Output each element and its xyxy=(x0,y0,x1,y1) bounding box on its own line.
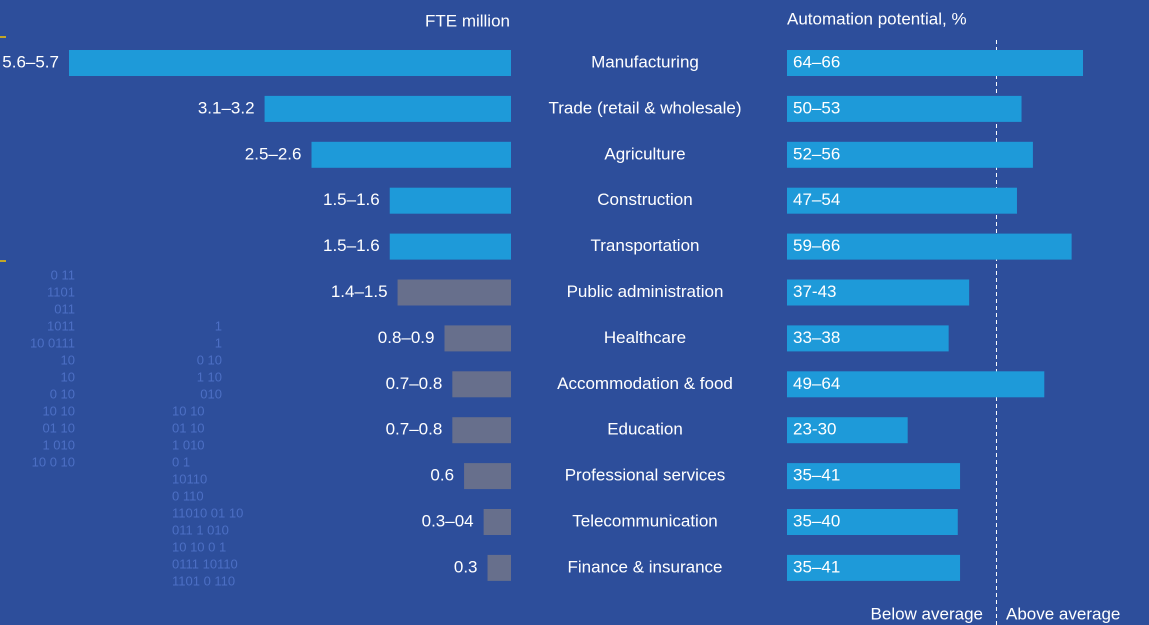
decoration: 1 xyxy=(215,318,222,333)
bar xyxy=(787,233,1072,260)
decoration: 1011 xyxy=(47,318,75,333)
bar xyxy=(444,325,511,352)
decoration: 01 10 xyxy=(172,420,205,435)
decoration: 10 10 xyxy=(172,403,205,418)
decoration: 010 xyxy=(200,386,222,401)
bar xyxy=(787,371,1045,398)
decoration: 0 1 xyxy=(172,454,190,469)
value-label: 35–41 xyxy=(793,466,840,485)
value-label: 0.3 xyxy=(454,557,478,576)
value-label: 3.1–3.2 xyxy=(198,98,255,117)
decoration: 1 010 xyxy=(42,437,75,452)
decoration: 0 10 xyxy=(50,386,75,401)
bar xyxy=(787,554,961,581)
decoration: 10 0111 xyxy=(30,335,75,350)
category-label: Accommodation & food xyxy=(557,374,733,393)
value-label: 0.3–04 xyxy=(422,511,474,530)
category-label: Agriculture xyxy=(604,144,685,163)
value-label: 0.6 xyxy=(430,466,454,485)
category-label: Manufacturing xyxy=(591,52,699,71)
value-label: 64–66 xyxy=(793,52,840,71)
decoration: 11010 01 10 xyxy=(172,505,243,520)
bar xyxy=(389,233,511,260)
value-label: 1.5–1.6 xyxy=(323,190,380,209)
value-label: 0.8–0.9 xyxy=(378,328,435,347)
value-label: 1.5–1.6 xyxy=(323,236,380,255)
bar xyxy=(787,417,908,444)
decoration: 0 110 xyxy=(172,488,204,503)
decoration: 1101 0 110 xyxy=(172,573,235,588)
category-label: Transportation xyxy=(591,236,700,255)
decoration: 10 0 10 xyxy=(32,454,75,469)
value-label: 47–54 xyxy=(793,190,840,209)
bar xyxy=(787,325,949,352)
decoration: 0 10 xyxy=(197,352,222,367)
value-label: 59–66 xyxy=(793,236,840,255)
decoration: 10 10 0 1 xyxy=(172,539,226,554)
decoration: 01 10 xyxy=(42,420,75,435)
decoration: 011 1 010 xyxy=(172,522,229,537)
bar xyxy=(397,279,511,306)
bar xyxy=(787,141,1033,168)
value-label: 49–64 xyxy=(793,374,840,393)
bar xyxy=(69,50,511,76)
category-label: Professional services xyxy=(565,466,726,485)
value-label: 5.6–5.7 xyxy=(2,52,59,71)
category-label: Education xyxy=(607,420,683,439)
category-label: Public administration xyxy=(567,282,724,301)
decoration: 1 xyxy=(215,335,222,350)
value-label: 37-43 xyxy=(793,282,836,301)
value-label: 0.7–0.8 xyxy=(386,374,443,393)
decoration: 1 010 xyxy=(172,437,205,452)
decoration: 011 xyxy=(54,301,75,316)
bar xyxy=(452,371,511,398)
panel-title: FTE million xyxy=(425,11,510,30)
bar xyxy=(787,463,961,490)
bar xyxy=(787,95,1022,122)
value-label: 33–38 xyxy=(793,328,840,347)
decoration: 10 xyxy=(61,352,75,367)
decoration: 0 11 xyxy=(51,267,75,282)
bar xyxy=(264,95,511,122)
category-label: Telecommunication xyxy=(572,511,718,530)
bar xyxy=(787,50,1083,76)
value-label: 2.5–2.6 xyxy=(245,144,302,163)
value-label: 0.7–0.8 xyxy=(386,420,443,439)
annotation: Below average xyxy=(871,604,983,623)
decoration: 10110 xyxy=(172,471,207,486)
category-label: Construction xyxy=(597,190,692,209)
value-label: 50–53 xyxy=(793,98,840,117)
category-label: Trade (retail & wholesale) xyxy=(548,98,741,117)
bar xyxy=(483,509,511,535)
bar xyxy=(787,187,1017,214)
value-label: 52–56 xyxy=(793,144,840,163)
bar xyxy=(311,141,511,168)
value-label: 35–41 xyxy=(793,557,840,576)
panel-title: Automation potential, % xyxy=(787,9,967,28)
decoration: 10 xyxy=(61,369,75,384)
decoration: 1101 xyxy=(47,284,75,299)
decoration: 10 10 xyxy=(42,403,75,418)
category-label: Healthcare xyxy=(604,328,686,347)
decoration: 1 10 xyxy=(197,369,222,384)
annotation: Above average xyxy=(1006,604,1120,623)
bar xyxy=(389,187,511,214)
bar xyxy=(452,417,511,444)
category-label: Finance & insurance xyxy=(568,557,723,576)
bar xyxy=(787,509,958,535)
bar xyxy=(487,554,511,581)
bar xyxy=(464,463,511,490)
bar xyxy=(787,279,970,306)
value-label: 1.4–1.5 xyxy=(331,282,388,301)
value-label: 23-30 xyxy=(793,420,836,439)
value-label: 35–40 xyxy=(793,511,840,530)
decoration: 0111 10110 xyxy=(172,556,238,571)
